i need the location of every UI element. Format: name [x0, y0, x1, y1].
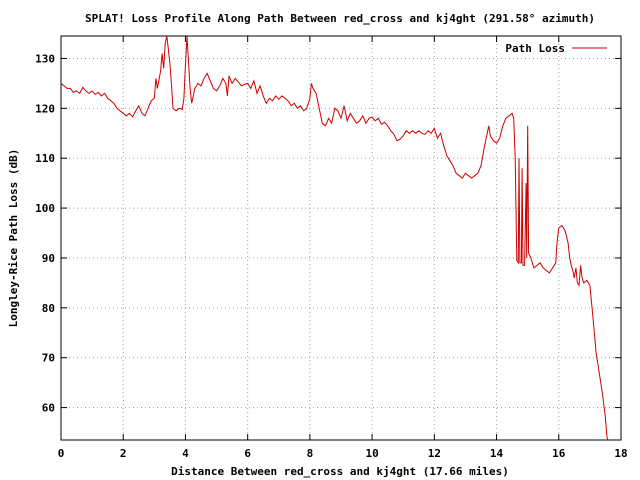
plot-frame	[60, 35, 622, 441]
axis-ticks	[60, 36, 622, 440]
x-tick-label: 0	[58, 447, 65, 460]
x-tick-label: 8	[307, 447, 314, 460]
y-tick-label: 60	[42, 402, 55, 415]
tick-labels: 0 2 4 6 8 10 12 14 16 18 60 70 80 90 100 110 120 130	[35, 52, 628, 460]
series-line-path-loss	[60, 35, 609, 441]
y-axis-label: Longley-Rice Path Loss (dB)	[7, 149, 20, 328]
x-tick-label: 18	[614, 447, 627, 460]
series-layer	[60, 35, 609, 441]
x-tick-label: 14	[490, 447, 504, 460]
x-tick-label: 6	[244, 447, 251, 460]
legend: Path Loss	[505, 42, 607, 55]
x-tick-label: 16	[552, 447, 566, 460]
chart-title: SPLAT! Loss Profile Along Path Between r…	[85, 12, 595, 25]
y-tick-label: 80	[42, 302, 55, 315]
y-tick-label: 90	[42, 252, 55, 265]
y-tick-label: 120	[35, 102, 55, 115]
x-tick-label: 10	[365, 447, 378, 460]
y-tick-label: 100	[35, 202, 55, 215]
x-tick-label: 12	[428, 447, 441, 460]
x-axis-label: Distance Between red_cross and kj4ght (1…	[171, 465, 509, 478]
y-tick-label: 70	[42, 352, 55, 365]
x-tick-label: 2	[120, 447, 127, 460]
legend-label: Path Loss	[505, 42, 565, 55]
x-tick-label: 4	[182, 447, 189, 460]
y-tick-label: 110	[35, 152, 55, 165]
grid	[61, 36, 621, 440]
y-tick-label: 130	[35, 52, 55, 65]
